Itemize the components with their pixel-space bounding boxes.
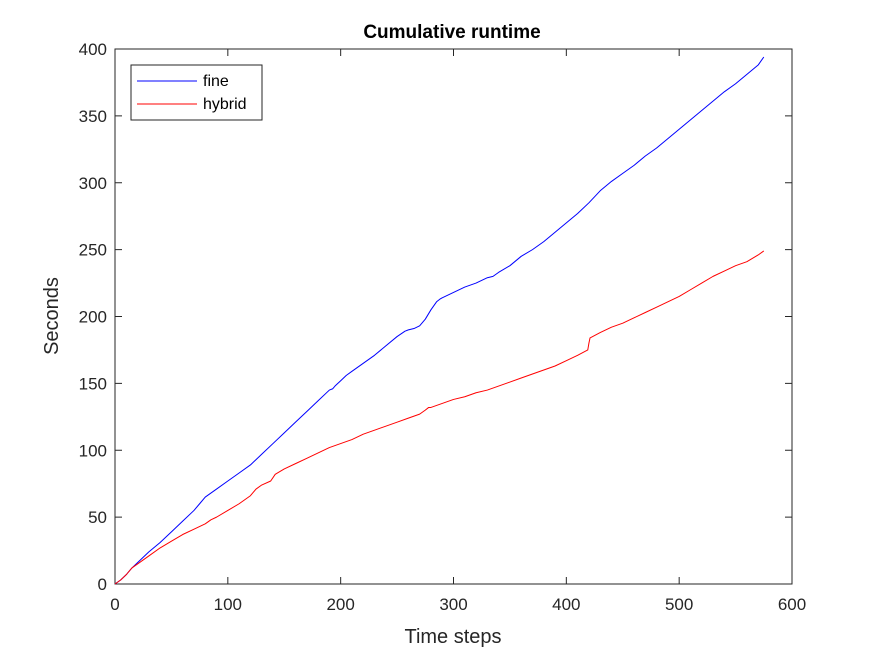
- y-tick-label: 350: [79, 107, 107, 126]
- y-tick-label: 50: [88, 508, 107, 527]
- series-line-hybrid: [114, 250, 765, 585]
- legend: fine hybrid: [130, 64, 263, 121]
- x-axis-label: Time steps: [404, 626, 501, 648]
- x-axis: 0 100 200 300 400 500 600: [110, 49, 806, 614]
- x-tick-label: 500: [665, 595, 693, 614]
- y-tick-label: 400: [79, 40, 107, 59]
- y-axis: 0 50 100 150 200 250 300 350 400: [79, 40, 792, 594]
- y-axis-label: Seconds: [41, 277, 63, 355]
- x-tick-label: 300: [439, 595, 467, 614]
- legend-label-fine: fine: [203, 73, 229, 90]
- y-tick-label: 150: [79, 374, 107, 393]
- x-tick-label: 0: [110, 595, 119, 614]
- legend-box: [130, 64, 263, 121]
- series-line-fine: [114, 56, 765, 585]
- y-tick-label: 100: [79, 441, 107, 460]
- x-tick-label: 200: [326, 595, 354, 614]
- y-tick-label: 250: [79, 241, 107, 260]
- x-tick-label: 100: [214, 595, 242, 614]
- y-tick-label: 200: [79, 308, 107, 327]
- y-tick-label: 300: [79, 174, 107, 193]
- plot-area: [114, 48, 793, 585]
- x-tick-label: 600: [778, 595, 806, 614]
- chart-title: Cumulative runtime: [363, 22, 540, 43]
- series-group: [114, 56, 765, 585]
- y-tick-label: 0: [98, 575, 107, 594]
- legend-label-hybrid: hybrid: [203, 96, 247, 113]
- x-tick-label: 400: [552, 595, 580, 614]
